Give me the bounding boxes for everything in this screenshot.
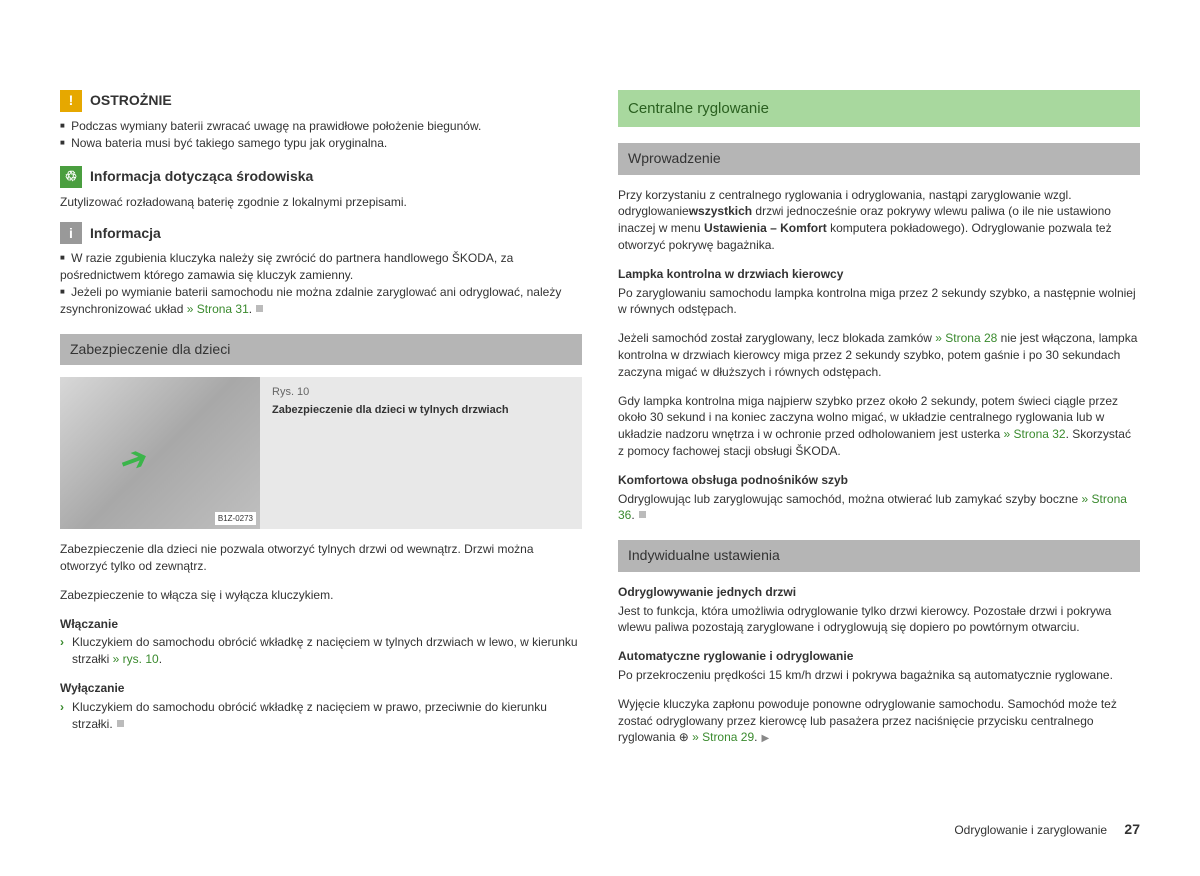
childlock-p2: Zabezpieczenie to włącza się i wyłącza k…: [60, 587, 582, 604]
page-footer: Odryglowanie i zaryglowanie 27: [954, 820, 1140, 840]
individual-p2: Po przekroczeniu prędkości 15 km/h drzwi…: [618, 667, 1140, 684]
info-item: Jeżeli po wymianie baterii samochodu nie…: [60, 284, 582, 318]
section-end-icon: [639, 511, 646, 518]
on-steps: Kluczykiem do samochodu obrócić wkładkę …: [60, 634, 582, 668]
childlock-section-title: Zabezpieczenie dla dzieci: [60, 334, 582, 366]
info-icon: i: [60, 222, 82, 244]
page-columns: ! OSTROŻNIE Podczas wymiany baterii zwra…: [60, 90, 1140, 758]
figure-10: ➔ B1Z-0273 Rys. 10 Zabezpieczenie dla dz…: [60, 377, 582, 529]
intro-p3: Jeżeli samochód został zaryglowany, lecz…: [618, 330, 1140, 380]
on-heading: Włączanie: [60, 616, 582, 633]
recycle-icon: ♲: [60, 166, 82, 188]
right-column: Centralne ryglowanie Wprowadzenie Przy k…: [618, 90, 1140, 758]
eco-text: Zutylizować rozładowaną baterię zgodnie …: [60, 194, 582, 211]
info-title: Informacja: [90, 224, 161, 244]
intro-p1: Przy korzystaniu z centralnego ryglowani…: [618, 187, 1140, 254]
lamp-heading: Lampka kontrolna w drzwiach kierowcy: [618, 266, 1140, 283]
figure-link[interactable]: » rys. 10: [113, 652, 159, 666]
warning-icon: !: [60, 90, 82, 112]
intro-p4: Gdy lampka kontrolna miga najpierw szybk…: [618, 393, 1140, 460]
info-item: W razie zgubienia kluczyka należy się zw…: [60, 250, 582, 284]
off-step: Kluczykiem do samochodu obrócić wkładkę …: [60, 699, 582, 733]
eco-title: Informacja dotycząca środowiska: [90, 167, 313, 187]
intro-p2: Po zaryglowaniu samochodu lampka kontrol…: [618, 285, 1140, 319]
caution-item: Podczas wymiany baterii zwracać uwagę na…: [60, 118, 582, 135]
figure-code: B1Z-0273: [215, 512, 256, 525]
arrow-icon: ➔: [113, 434, 156, 488]
intro-section-title: Wprowadzenie: [618, 143, 1140, 175]
section-end-icon: [117, 720, 124, 727]
intro-p5: Odryglowując lub zaryglowując samochód, …: [618, 491, 1140, 525]
figure-image: ➔ B1Z-0273: [60, 377, 260, 529]
caution-title: OSTROŻNIE: [90, 91, 172, 111]
footer-section: Odryglowanie i zaryglowanie: [954, 823, 1107, 837]
page-link[interactable]: » Strona 31: [187, 302, 249, 316]
page-link[interactable]: » Strona 28: [935, 331, 997, 345]
individual-section-title: Indywidualne ustawienia: [618, 540, 1140, 572]
eco-heading: ♲ Informacja dotycząca środowiska: [60, 166, 582, 188]
individual-p3: Wyjęcie kluczyka zapłonu powoduje ponown…: [618, 696, 1140, 747]
info-heading: i Informacja: [60, 222, 582, 244]
info-list: W razie zgubienia kluczyka należy się zw…: [60, 250, 582, 317]
childlock-p1: Zabezpieczenie dla dzieci nie pozwala ot…: [60, 541, 582, 575]
section-end-icon: [256, 305, 263, 312]
page-link[interactable]: » Strona 29: [692, 730, 754, 744]
caution-item: Nowa bateria musi być takiego samego typ…: [60, 135, 582, 152]
off-heading: Wyłączanie: [60, 680, 582, 697]
page-number: 27: [1124, 821, 1140, 837]
figure-caption: Rys. 10 Zabezpieczenie dla dzieci w tyln…: [272, 377, 519, 529]
on-step: Kluczykiem do samochodu obrócić wkładkę …: [60, 634, 582, 668]
caution-list: Podczas wymiany baterii zwracać uwagę na…: [60, 118, 582, 152]
left-column: ! OSTROŻNIE Podczas wymiany baterii zwra…: [60, 90, 582, 758]
caution-heading: ! OSTROŻNIE: [60, 90, 582, 112]
page-link[interactable]: » Strona 32: [1004, 427, 1066, 441]
comfort-heading: Komfortowa obsługa podnośników szyb: [618, 472, 1140, 489]
figure-caption-text: Zabezpieczenie dla dzieci w tylnych drzw…: [272, 403, 509, 418]
auto-lock-heading: Automatyczne ryglowanie i odryglowanie: [618, 648, 1140, 665]
single-door-heading: Odryglowywanie jednych drzwi: [618, 584, 1140, 601]
individual-p1: Jest to funkcja, która umożliwia odryglo…: [618, 603, 1140, 637]
continue-icon: ▶: [761, 733, 769, 744]
central-locking-title: Centralne ryglowanie: [618, 90, 1140, 127]
off-steps: Kluczykiem do samochodu obrócić wkładkę …: [60, 699, 582, 733]
figure-number: Rys. 10: [272, 385, 509, 400]
